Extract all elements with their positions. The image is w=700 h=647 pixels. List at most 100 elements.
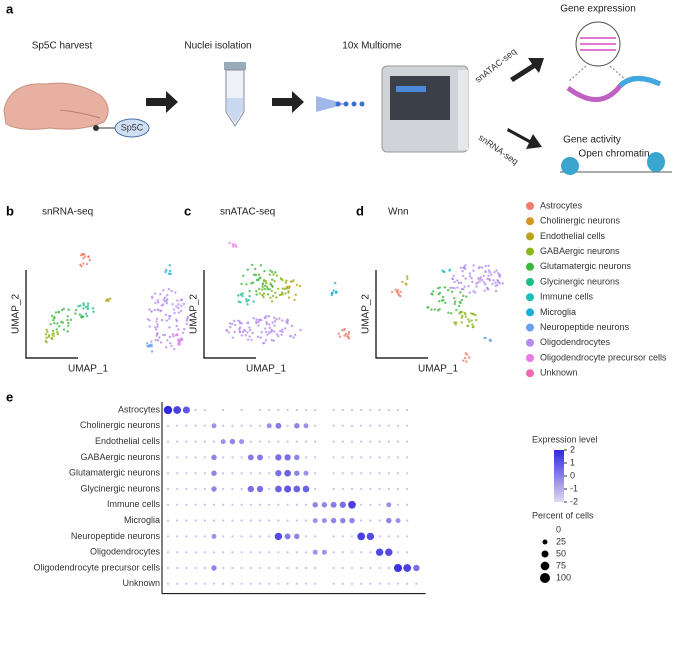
dot	[268, 519, 271, 522]
umap-point	[56, 322, 59, 325]
dot	[166, 487, 170, 491]
umap-point	[457, 281, 461, 285]
output-label: Open chromatin	[578, 149, 649, 160]
umap-point	[146, 317, 149, 321]
umap-point	[52, 318, 55, 322]
umap-point	[497, 271, 500, 275]
row-label: Glutamatergic neurons	[69, 468, 161, 478]
dot	[211, 486, 217, 492]
umap-point	[163, 296, 167, 299]
dot	[341, 551, 344, 554]
dot	[295, 582, 298, 585]
dot	[231, 424, 234, 427]
umap-point	[464, 264, 467, 267]
umap-point	[245, 283, 248, 286]
legend-swatch	[526, 308, 534, 317]
umap-point	[238, 320, 241, 323]
umap-point	[238, 330, 241, 333]
dot	[312, 518, 318, 524]
umap-point	[246, 268, 249, 271]
dot	[378, 566, 381, 570]
dot	[350, 440, 354, 443]
umap-point	[474, 291, 477, 294]
umap-point	[69, 318, 73, 322]
umap-point	[165, 302, 169, 305]
legend-swatch	[526, 278, 534, 286]
dot	[222, 487, 225, 491]
row-label: Unknown	[122, 578, 160, 588]
umap-point	[248, 326, 251, 329]
umap-point	[475, 282, 478, 285]
dot	[258, 551, 262, 554]
size-label: 100	[556, 572, 571, 582]
umap-point	[45, 328, 48, 331]
umap-point	[335, 290, 338, 293]
dot	[387, 487, 390, 491]
umap-point	[148, 319, 151, 322]
umap-point	[156, 323, 159, 326]
dot	[378, 487, 381, 491]
umap-point	[243, 328, 246, 332]
umap-point	[186, 315, 190, 319]
legend-label: Endothelial cells	[540, 231, 606, 241]
legend-label: Microglia	[540, 307, 576, 317]
umap-point	[165, 319, 168, 322]
dot	[211, 454, 217, 461]
dot	[277, 519, 280, 522]
umap-point	[156, 308, 160, 311]
umap-point	[255, 293, 258, 296]
umap-point	[185, 319, 189, 322]
umap-point	[168, 317, 171, 320]
dot	[284, 469, 291, 477]
dot	[294, 533, 300, 540]
umap-point	[168, 335, 172, 339]
dot	[378, 472, 381, 475]
umap-point	[451, 277, 455, 281]
dot	[378, 535, 381, 538]
dot	[303, 423, 309, 429]
umap-point	[165, 346, 168, 349]
umap-point	[270, 270, 274, 274]
umap-point	[426, 306, 430, 309]
dot	[176, 566, 179, 570]
dot	[277, 582, 280, 585]
dot	[212, 519, 216, 522]
umap-point	[274, 291, 277, 295]
legend-title: Percent of cells	[532, 510, 594, 520]
umap-point	[438, 299, 441, 303]
umap-point	[292, 336, 295, 339]
y-axis-label: UMAP_2	[189, 294, 200, 334]
umap-point	[262, 295, 265, 299]
dot	[240, 551, 243, 554]
umap-point	[480, 266, 484, 269]
dot	[249, 440, 252, 443]
umap-point	[447, 288, 450, 292]
step-label: Sp5C harvest	[32, 41, 93, 52]
dot	[231, 487, 234, 491]
dot	[369, 440, 372, 443]
umap-point	[272, 339, 276, 342]
umap-point	[475, 318, 478, 322]
umap-point	[462, 294, 465, 298]
dot	[203, 440, 206, 443]
dot	[387, 582, 390, 585]
umap-point	[84, 255, 87, 258]
umap-point	[479, 276, 483, 279]
legend-label: Unknown	[540, 368, 578, 378]
umap-point	[155, 328, 158, 331]
output-label: Gene expression	[560, 4, 636, 15]
umap-point	[452, 274, 455, 278]
umap-point	[164, 313, 168, 317]
dot	[406, 487, 409, 491]
dot	[369, 519, 372, 522]
dot	[406, 535, 409, 538]
umap-point	[79, 254, 83, 257]
dot	[321, 518, 327, 524]
umap-point	[461, 314, 464, 318]
umap-point	[399, 294, 402, 298]
umap-point	[279, 330, 282, 333]
dot	[386, 517, 392, 524]
arrows	[146, 58, 544, 149]
umap-axes	[375, 270, 428, 359]
umap-point	[177, 311, 181, 314]
